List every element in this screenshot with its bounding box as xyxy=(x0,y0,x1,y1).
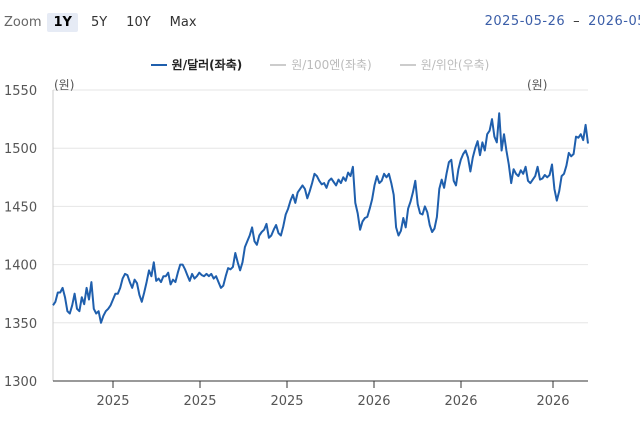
y-tick-label: 1350 xyxy=(4,317,37,332)
y-tick-label: 1300 xyxy=(4,375,37,390)
legend-item-usd[interactable]: 원/달러(좌축) xyxy=(150,56,243,73)
grid-layer xyxy=(53,89,588,324)
date-range: 2025-05-26–2026-05 xyxy=(485,14,640,29)
legend-item-jpy[interactable]: 원/100엔(좌축) xyxy=(270,56,372,73)
legend-label: 원/달러(좌축) xyxy=(171,58,243,72)
x-tick-label: 2025 xyxy=(270,394,303,409)
legend-line-icon xyxy=(270,63,287,66)
x-tick-label: 2025 xyxy=(96,394,129,409)
y-tick-label: 1550 xyxy=(4,84,37,99)
y-tick-label: 1450 xyxy=(4,200,37,215)
date-from-input[interactable]: 2025-05-26 xyxy=(484,14,566,29)
legend-item-cny[interactable]: 원/위안(우축) xyxy=(399,56,490,73)
zoom-bar: Zoom 1Y 5Y 10Y Max xyxy=(0,10,210,34)
right-axis-unit: (원) xyxy=(527,78,547,92)
legend-line-icon xyxy=(150,63,167,66)
legend: 원/달러(좌축) 원/100엔(좌축) 원/위안(우축) xyxy=(0,56,640,73)
left-axis-unit: (원) xyxy=(54,78,74,92)
zoom-1y-button[interactable]: 1Y xyxy=(47,12,78,32)
series-layer xyxy=(52,112,589,324)
x-tick-label: 2025 xyxy=(183,394,216,409)
legend-line-icon xyxy=(399,63,416,66)
x-tick-label: 2026 xyxy=(536,394,569,409)
date-separator: – xyxy=(573,14,581,29)
usd-krw-series-line xyxy=(52,112,589,324)
legend-label: 원/위안(우축) xyxy=(420,58,490,72)
x-tick-label: 2026 xyxy=(444,394,477,409)
zoom-10y-button[interactable]: 10Y xyxy=(126,14,151,30)
zoom-max-button[interactable]: Max xyxy=(169,14,197,30)
legend-label: 원/100엔(좌축) xyxy=(291,58,372,72)
zoom-5y-button[interactable]: 5Y xyxy=(90,14,108,30)
x-tick-label: 2026 xyxy=(357,394,390,409)
date-to-input[interactable]: 2026-05 xyxy=(588,14,640,29)
zoom-label: Zoom xyxy=(4,14,42,30)
y-tick-label: 1400 xyxy=(4,259,37,274)
y-tick-label: 1500 xyxy=(4,142,37,157)
axis-layer: 1300 1350 1400 1450 1500 1550 (원) (원) 2025 2025 20… xyxy=(4,78,588,409)
